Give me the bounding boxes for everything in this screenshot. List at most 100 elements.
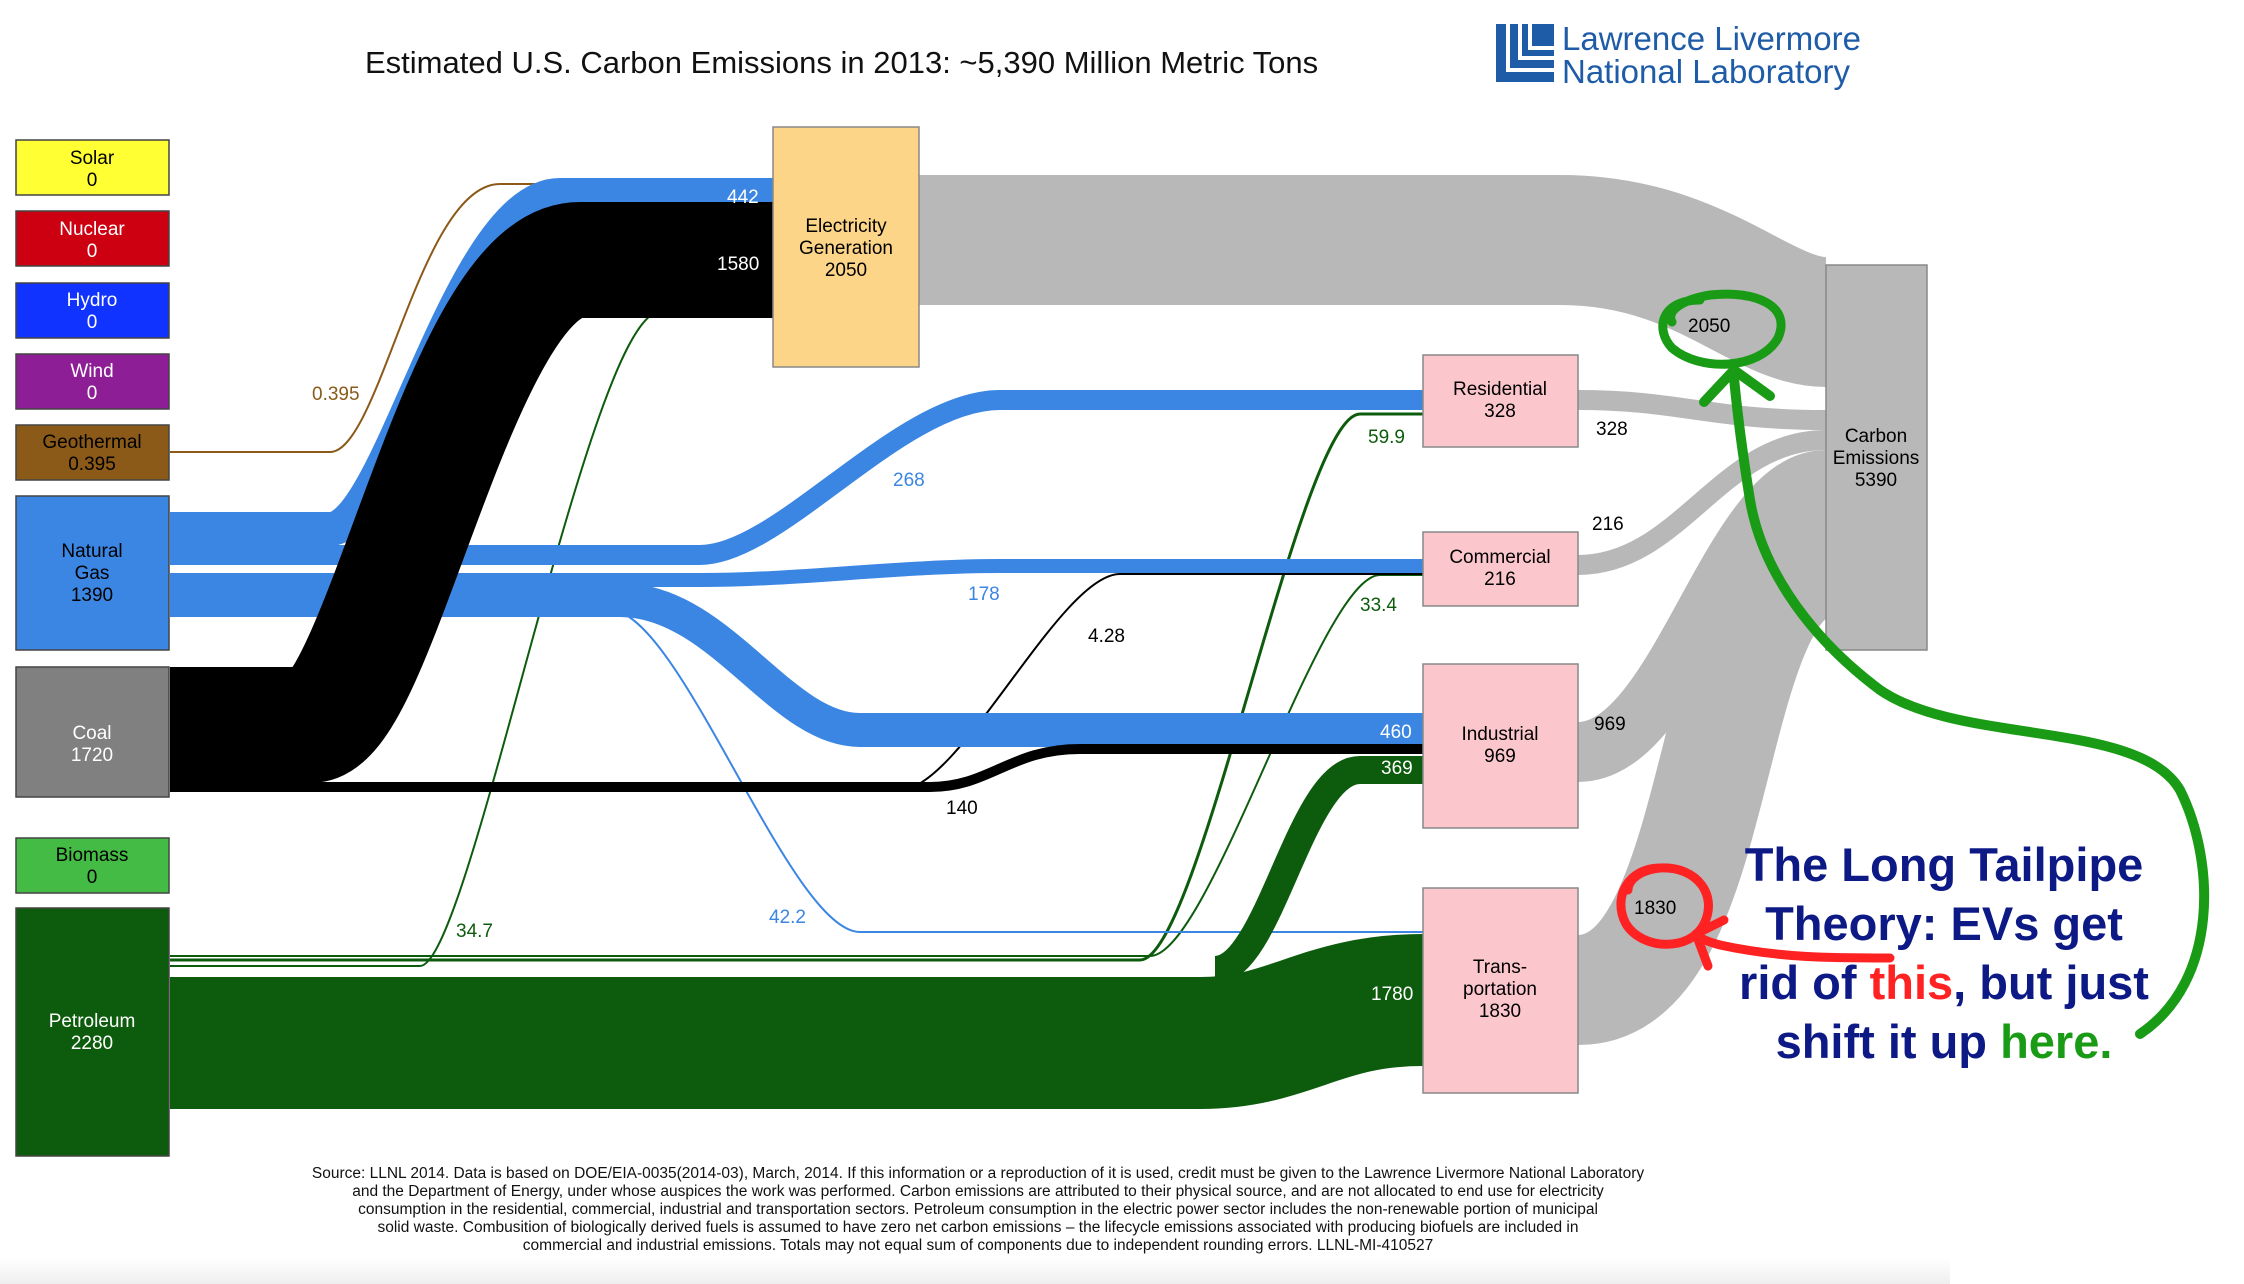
flow-res-to-emissions (1577, 390, 1827, 430)
label-trans-out: 1830 (1634, 898, 1676, 919)
source-value-nuclear: 0 (87, 241, 98, 262)
flow-pet-to-trans (170, 934, 1425, 1109)
red-circle-mark (1616, 863, 1713, 949)
annotation-line3: rid of this, but just (1739, 956, 2149, 1009)
carbon-emissions-value: 5390 (1855, 470, 1897, 491)
source-box-coal (15, 666, 170, 798)
source-box-geothermal (15, 424, 170, 481)
source-name-coal: Coal (72, 723, 111, 744)
label-pet-ind: 369 (1381, 758, 1413, 779)
label-pet-com: 33.4 (1360, 595, 1397, 616)
source-box-nuclear (15, 210, 170, 267)
llnl-logo-line2: National Laboratory (1562, 53, 1851, 90)
source-value-hydro: 0 (87, 312, 98, 333)
flow-pet-to-ind (1212, 756, 1423, 984)
diagram-title: Estimated U.S. Carbon Emissions in 2013:… (365, 45, 1318, 80)
sector-labels: Residential 328 Commercial 216 Industria… (1449, 379, 1550, 1022)
label-coal-ind: 140 (946, 798, 978, 819)
sector-name-transportation: Trans-portation (1463, 957, 1537, 1000)
label-coal-com: 4.28 (1088, 626, 1125, 647)
annotation-line3-c: , but just (1953, 956, 2149, 1009)
source-name-nuclear: Nuclear (59, 219, 125, 240)
annotation-line2: Theory: EVs get (1765, 897, 2123, 950)
label-ind-out: 969 (1594, 714, 1626, 735)
sector-name-residential: Residential (1453, 379, 1547, 400)
footnote-line4: solid waste. Combusition of biologically… (377, 1219, 1578, 1236)
label-gas-ind: 460 (1380, 722, 1412, 743)
llnl-logo-line1: Lawrence Livermore (1562, 20, 1861, 57)
green-arrow-head-icon (1699, 365, 1775, 407)
annotation-line4: shift it up here. (1776, 1015, 2113, 1068)
footnote-line3: consumption in the residential, commerci… (358, 1201, 1598, 1218)
carbon-emissions-box (1825, 264, 1928, 651)
label-elec-out: 2050 (1688, 316, 1730, 337)
sector-boxes (1422, 354, 1579, 1094)
footnote-line5: commercial and industrial emissions. Tot… (523, 1237, 1433, 1254)
electricity-generation-value: 2050 (825, 260, 867, 281)
source-name-geothermal: Geothermal (42, 432, 141, 453)
sector-name-industrial: Industrial (1461, 724, 1538, 745)
label-com-out: 216 (1592, 514, 1624, 535)
source-name-natural-gas: Natural Gas (61, 541, 122, 584)
flow-pet-to-res (170, 412, 1423, 962)
flow-coal-to-ind (170, 744, 1423, 792)
flow-com-to-emissions (1577, 430, 1827, 575)
flow-geo-to-elec (170, 183, 773, 453)
annotations (1616, 289, 2210, 1039)
sector-box-industrial (1422, 663, 1579, 829)
source-box-natural-gas (15, 495, 170, 651)
source-value-geothermal: 0.395 (68, 454, 116, 475)
source-value-coal: 1720 (71, 745, 113, 766)
footnote: Source: LLNL 2014. Data is based on DOE/… (312, 1165, 1645, 1254)
flow-coal-to-elec (170, 202, 773, 783)
flow-gas-to-com (170, 559, 1423, 587)
source-box-biomass (15, 837, 170, 894)
flow-gas-to-res (170, 390, 1423, 565)
annotation-line1: The Long Tailpipe (1745, 838, 2144, 891)
flow-gas-to-trans (400, 609, 1423, 933)
flow-pet-to-elec (170, 311, 773, 967)
sector-value-industrial: 969 (1484, 746, 1516, 767)
label-gas-trans: 42.2 (769, 907, 806, 928)
llnl-logo-mark-icon (1496, 24, 1554, 82)
footnote-line2: and the Department of Energy, under whos… (352, 1183, 1604, 1200)
source-box-petroleum (15, 907, 170, 1157)
green-circle-mark (1658, 289, 1786, 369)
bottom-shade (0, 1258, 1950, 1284)
annotation-line4-b: here. (2000, 1015, 2112, 1068)
source-value-natural-gas: 1390 (71, 585, 113, 606)
annotation-text: The Long Tailpipe Theory: EVs get rid of… (1739, 838, 2149, 1068)
label-gas-res: 268 (893, 470, 925, 491)
annotation-line3-b: this (1870, 956, 1954, 1009)
red-arrow-line (1693, 930, 1895, 963)
source-value-wind: 0 (87, 383, 98, 404)
footnote-line1: Source: LLNL 2014. Data is based on DOE/… (312, 1165, 1645, 1182)
source-name-hydro: Hydro (67, 290, 118, 311)
source-box-wind (15, 353, 170, 410)
source-box-solar (15, 139, 170, 196)
sector-name-commercial: Commercial (1449, 547, 1550, 568)
label-geo-elec: 0.395 (312, 384, 360, 405)
source-labels: Solar 0 Nuclear 0 Hydro 0 Wind 0 Geother… (42, 148, 141, 1054)
label-gas-elec: 442 (727, 187, 759, 208)
sector-box-commercial (1422, 531, 1579, 607)
source-name-biomass: Biomass (56, 845, 129, 866)
electricity-generation-box (772, 126, 920, 368)
source-boxes (15, 139, 170, 1157)
carbon-emissions-label: Carbon Emissions (1833, 426, 1920, 469)
source-box-hydro (15, 282, 170, 339)
sector-box-transportation (1422, 887, 1579, 1094)
electricity-generation-label: Electricity Generation (799, 216, 893, 259)
label-pet-res: 59.9 (1368, 427, 1405, 448)
flow-gas-to-ind (170, 583, 1423, 747)
label-coal-elec: 1580 (717, 254, 759, 275)
red-arrow-head-icon (1691, 915, 1729, 971)
flow-value-labels: 0.395 442 1580 34.7 268 178 460 42.2 4.2… (312, 187, 1730, 1005)
flows (170, 175, 1834, 1109)
source-name-wind: Wind (70, 361, 113, 382)
label-res-out: 328 (1596, 419, 1628, 440)
source-value-petroleum: 2280 (71, 1033, 113, 1054)
source-value-biomass: 0 (87, 867, 98, 888)
sector-box-residential (1422, 354, 1579, 448)
